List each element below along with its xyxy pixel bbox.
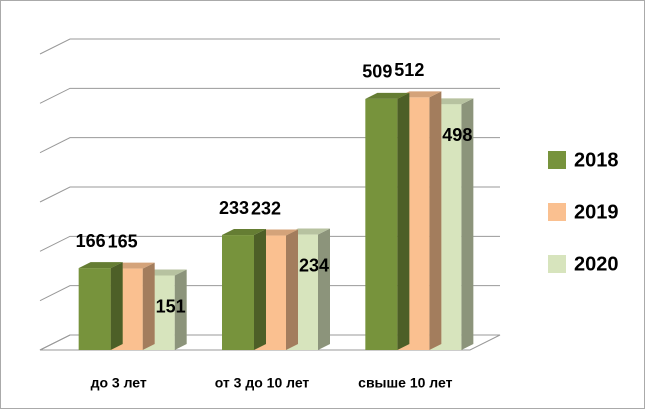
bar-front [365, 98, 398, 350]
bar-top-shade [78, 262, 123, 269]
legend-swatch [548, 203, 566, 221]
grid-line [39, 235, 500, 252]
bar-front [78, 268, 111, 350]
bar-top [365, 92, 410, 99]
data-label: 509 [362, 62, 392, 82]
bar [365, 92, 410, 350]
data-label: 498 [442, 125, 472, 145]
bar-side [318, 228, 330, 350]
bar-top [222, 229, 266, 236]
data-label: 166 [76, 231, 106, 251]
grid-line [39, 186, 500, 203]
legend-label: 2018 [574, 149, 619, 171]
legend-swatch [548, 255, 566, 273]
legend-label: 2019 [574, 201, 619, 223]
bar-side [174, 269, 187, 350]
data-label: 232 [251, 198, 281, 218]
grid-line [39, 285, 500, 302]
bar-side-shade [397, 92, 410, 350]
bar-side [286, 229, 298, 350]
bar [78, 262, 123, 350]
bar-top-shade [222, 229, 266, 236]
data-label: 151 [156, 296, 186, 316]
bar-top-shade [365, 92, 410, 99]
bar-side [429, 91, 442, 350]
data-label: 165 [108, 231, 138, 251]
bar-side-shade [318, 228, 330, 350]
data-label: 512 [394, 60, 424, 80]
bar [222, 229, 266, 350]
bar-side [397, 92, 410, 350]
data-label: 233 [219, 198, 249, 218]
legend-swatch [548, 151, 566, 169]
x-tick-label: свыше 10 лет [358, 375, 452, 391]
bar-front [222, 235, 254, 350]
bar-side [110, 262, 123, 350]
grid-line [39, 137, 500, 154]
x-tick-label: от 3 до 10 лет [215, 375, 310, 391]
grid-line [39, 87, 500, 104]
bar-side-shade [174, 269, 187, 350]
x-tick-label: до 3 лет [91, 375, 147, 391]
grid-line [39, 334, 500, 351]
grid-line [39, 38, 500, 55]
bar-side [461, 98, 474, 350]
bar-side-shade [110, 262, 123, 350]
bar-side-shade [254, 229, 266, 350]
bar-side-shade [286, 229, 298, 350]
bar-side [254, 229, 266, 350]
data-label: 234 [299, 255, 329, 275]
bar-top [78, 262, 123, 269]
bar-side-shade [461, 98, 474, 350]
bar [142, 269, 187, 350]
legend-label: 2020 [574, 253, 619, 275]
bar-side-shade [142, 262, 155, 350]
bar [286, 228, 330, 350]
bar-side [142, 262, 155, 350]
bar-side-shade [429, 91, 442, 350]
